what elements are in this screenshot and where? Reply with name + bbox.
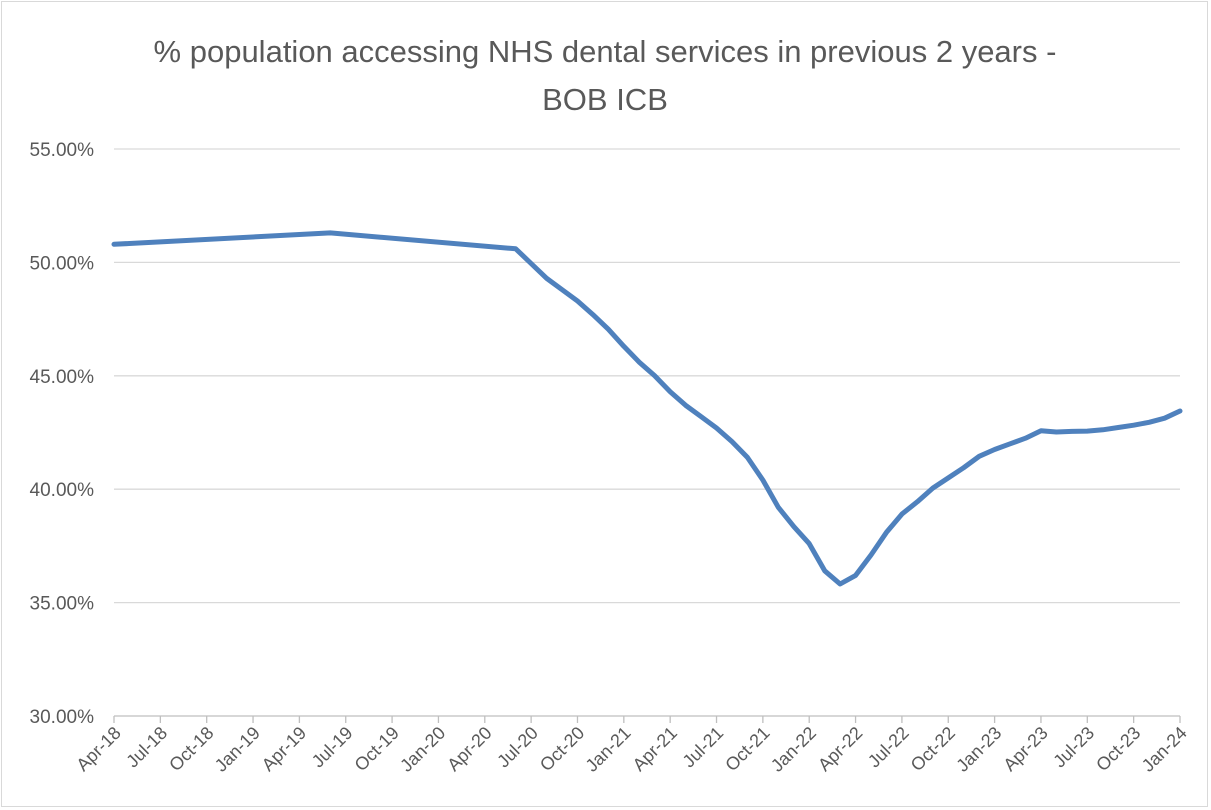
x-tick-label: Jan-24 [1138,723,1191,776]
x-axis [113,715,1181,723]
x-tick-label: Jul-22 [864,723,913,772]
y-tick-label: 35.00% [30,594,95,615]
x-tick-label: Jul-20 [493,723,542,772]
x-tick-label: Apr-18 [72,723,124,775]
x-tick-label: Oct-18 [165,723,217,775]
y-tick-label: 50.00% [30,253,95,274]
x-tick-label: Oct-22 [907,723,959,775]
x-tick-label: Apr-22 [814,723,866,775]
y-tick-label: 40.00% [30,480,95,501]
x-tick-label: Jul-19 [308,723,357,772]
x-tick-label: Apr-23 [999,723,1051,775]
x-tick-label: Jan-22 [767,723,820,776]
x-tick-label: Oct-23 [1092,723,1144,775]
x-tick-label: Oct-21 [721,723,773,775]
y-axis-tick-labels: 30.00% 35.00% 40.00% 45.00% 50.00% 55.00% [30,140,95,728]
gridlines [114,148,1180,604]
x-tick-label: Apr-21 [629,723,681,775]
x-tick-label: Jan-23 [952,723,1005,776]
chart-title: % population accessing NHS dental servic… [153,34,1057,117]
x-tick-label: Oct-20 [536,723,588,775]
x-tick-label: Oct-19 [351,723,403,775]
x-tick-label: Jul-23 [1049,723,1098,772]
x-tick-label: Jan-21 [582,723,635,776]
y-tick-label: 55.00% [30,140,95,161]
series-layer [111,230,1183,587]
series-line-1 [111,230,1183,587]
x-tick-label: Jul-18 [122,723,171,772]
y-tick-label: 45.00% [30,367,95,388]
x-tick-label: Jul-21 [679,723,728,772]
x-axis-tick-labels: Apr-18Jul-18Oct-18Jan-19Apr-19Jul-19Oct-… [72,723,1190,776]
y-tick-label: 30.00% [30,707,95,728]
x-tick-label: Jan-20 [396,723,449,776]
x-tick-label: Apr-19 [258,723,310,775]
x-tick-label: Apr-20 [443,723,495,775]
x-tick-label: Jan-19 [211,723,264,776]
